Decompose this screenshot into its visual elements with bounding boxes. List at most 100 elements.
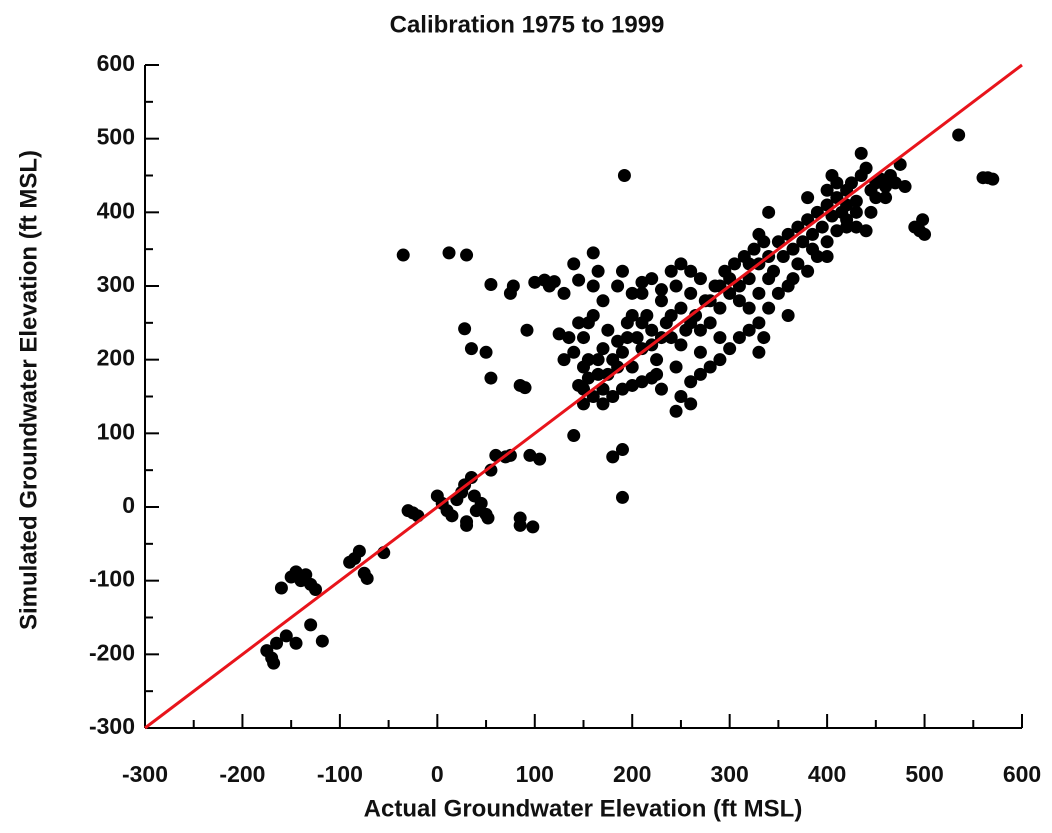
point [635, 275, 649, 289]
point [528, 275, 542, 289]
point [713, 353, 727, 367]
point [693, 345, 707, 359]
point [776, 250, 790, 264]
point [713, 331, 727, 345]
point [669, 404, 683, 418]
point [615, 345, 629, 359]
point [781, 308, 795, 322]
point [396, 248, 410, 262]
point [752, 316, 766, 330]
point [674, 338, 688, 352]
point [752, 286, 766, 300]
point [442, 246, 456, 260]
point [617, 169, 631, 182]
point [693, 367, 707, 381]
point [693, 323, 707, 337]
point [888, 176, 902, 190]
y-tick-label: 100 [97, 418, 135, 444]
point [916, 213, 930, 227]
point [279, 629, 293, 643]
point [557, 286, 571, 300]
y-tick-label: 0 [122, 492, 135, 518]
point [513, 518, 527, 532]
point [771, 286, 785, 300]
point [596, 342, 610, 356]
point [625, 378, 639, 392]
point [360, 571, 374, 585]
point [859, 224, 873, 238]
x-tick-label: -300 [122, 761, 168, 787]
point [762, 301, 776, 315]
point [484, 371, 498, 385]
point [830, 224, 844, 238]
point [786, 272, 800, 286]
one-to-one-line [144, 63, 1023, 730]
x-tick-label: 600 [1003, 761, 1041, 787]
point [572, 273, 586, 287]
point [801, 264, 815, 278]
point [635, 342, 649, 356]
point [645, 272, 659, 286]
point [674, 390, 688, 403]
point [854, 146, 868, 160]
point [859, 161, 873, 175]
point [518, 381, 532, 395]
point [577, 331, 590, 345]
point [742, 323, 756, 337]
point [898, 180, 912, 194]
y-tick-label: 600 [97, 50, 135, 76]
point [481, 511, 495, 525]
point [567, 429, 581, 443]
point [606, 390, 620, 403]
point [270, 636, 284, 650]
point [557, 353, 571, 367]
point [742, 301, 756, 315]
point [986, 172, 1000, 186]
point [786, 242, 800, 256]
point [952, 128, 966, 142]
point [630, 331, 644, 345]
point [460, 518, 474, 532]
point [650, 353, 664, 367]
point [805, 227, 819, 241]
x-tick-label: 500 [905, 761, 943, 787]
point [762, 205, 776, 219]
point [460, 248, 474, 262]
point [596, 294, 610, 308]
point [520, 323, 534, 337]
point [625, 308, 639, 322]
point [299, 568, 313, 582]
point [674, 301, 688, 315]
chart-title: Calibration 1975 to 1999 [390, 11, 665, 38]
point [849, 220, 863, 234]
point [703, 360, 717, 374]
x-tick-label: 400 [808, 761, 846, 787]
point [864, 205, 878, 219]
point [844, 176, 858, 190]
point [815, 220, 829, 234]
x-axis-label: Actual Groundwater Elevation (ft MSL) [364, 795, 803, 822]
point [825, 169, 839, 182]
point [820, 250, 834, 264]
point [445, 509, 459, 523]
y-tick-label: 200 [97, 345, 135, 371]
y-axis-label: Simulated Groundwater Elevation (ft MSL) [15, 150, 42, 630]
point [581, 316, 595, 330]
point [606, 450, 620, 464]
point [635, 316, 649, 330]
point [654, 294, 668, 308]
point [552, 327, 566, 341]
point [615, 382, 629, 396]
point [762, 272, 776, 286]
point [352, 544, 366, 558]
point [684, 397, 698, 411]
point [869, 191, 883, 205]
point [572, 316, 586, 330]
point [309, 583, 323, 597]
point [458, 322, 472, 336]
point [635, 286, 649, 300]
point [918, 227, 932, 241]
point [713, 301, 727, 315]
y-tick-label: 400 [97, 197, 135, 223]
